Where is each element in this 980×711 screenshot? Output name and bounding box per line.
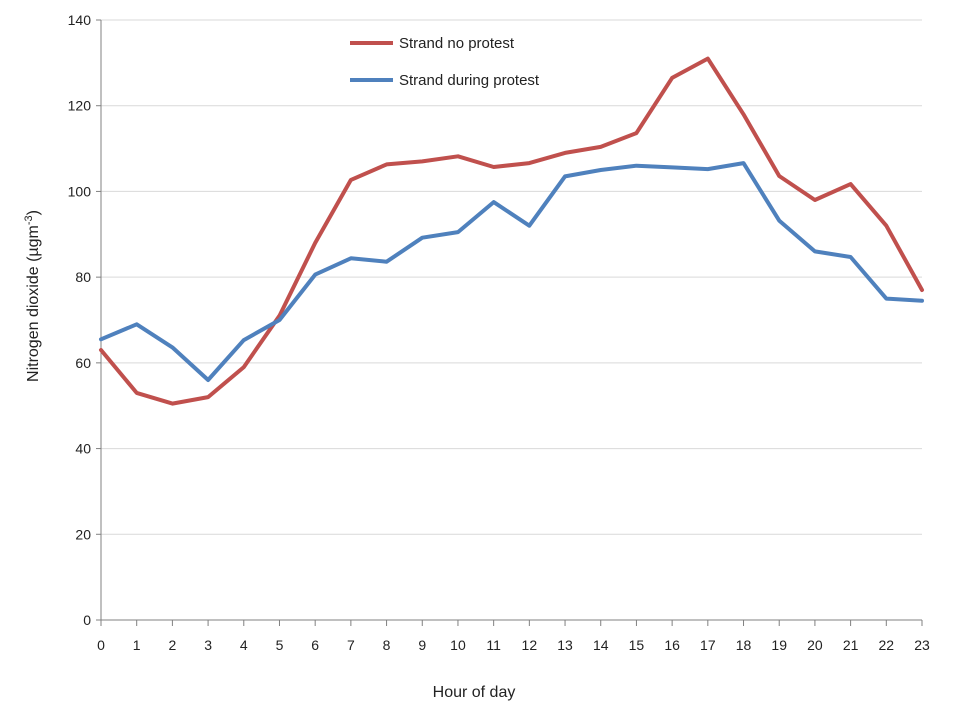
x-tick-label: 7 [347, 637, 355, 653]
x-tick-label: 18 [736, 637, 752, 653]
y-tick-label: 100 [68, 183, 92, 199]
x-tick-label: 22 [879, 637, 895, 653]
x-tick-label: 13 [557, 637, 573, 653]
y-axis-title-close: ) [25, 210, 42, 215]
x-tick-label: 3 [204, 637, 212, 653]
y-axis-title-superscript: -3 [23, 215, 35, 225]
x-tick-label: 9 [418, 637, 426, 653]
x-tick-label: 11 [486, 637, 501, 653]
legend-label-no-protest: Strand no protest [399, 35, 515, 52]
y-tick-label: 20 [75, 526, 91, 542]
x-tick-label: 12 [522, 637, 538, 653]
x-tick-label: 5 [276, 637, 284, 653]
x-tick-label: 19 [771, 637, 787, 653]
gridlines [101, 19, 922, 535]
y-tick-label: 40 [75, 441, 91, 457]
series-line-during-protest [99, 161, 924, 382]
x-tick-label: 21 [843, 637, 859, 653]
x-tick-label: 20 [807, 637, 823, 653]
x-tick-label: 23 [914, 637, 930, 653]
x-tick-label: 16 [664, 637, 680, 653]
x-tick-label: 15 [629, 637, 645, 653]
x-tick-label: 1 [133, 637, 141, 653]
x-tick-label: 4 [240, 637, 248, 653]
x-tick-label: 2 [168, 637, 176, 653]
legend-label-during-protest: Strand during protest [399, 72, 540, 89]
x-tick-label: 6 [311, 637, 319, 653]
x-tick-label: 10 [450, 637, 466, 653]
x-tick-label: 8 [383, 637, 391, 653]
legend: Strand no protest Strand during protest [350, 35, 540, 89]
y-tick-label: 0 [83, 612, 91, 628]
y-tick-label: 60 [75, 355, 91, 371]
series-lines [99, 56, 924, 406]
y-tick-label: 140 [68, 12, 92, 28]
y-axis-title-main: Nitrogen dioxide (µgm [25, 225, 42, 382]
y-tick-label: 120 [68, 98, 92, 114]
y-tick-label: 80 [75, 269, 91, 285]
series-line-no-protest [99, 56, 924, 406]
x-tick-label: 0 [97, 637, 105, 653]
x-tick-label: 17 [700, 637, 716, 653]
axes [96, 19, 923, 626]
y-axis-title: Nitrogen dioxide (µgm-3) [23, 210, 42, 382]
x-tick-label: 14 [593, 637, 609, 653]
x-axis-title: Hour of day [433, 684, 516, 701]
